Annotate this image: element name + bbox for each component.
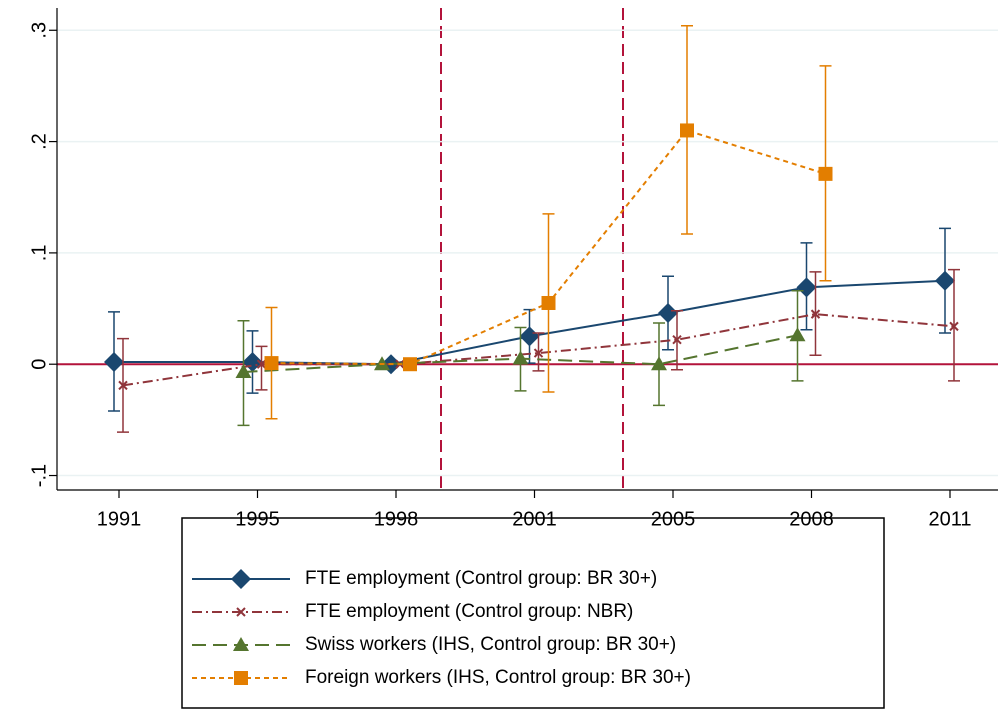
marker (403, 357, 417, 372)
marker (233, 637, 249, 651)
legend (181, 517, 885, 709)
marker (512, 350, 529, 365)
marker (519, 326, 540, 347)
x-tick-label: 1995 (235, 508, 280, 530)
marker (680, 123, 694, 138)
y-tick-label: -.1 (28, 464, 50, 487)
marker (672, 335, 682, 345)
marker (118, 380, 128, 391)
marker (935, 270, 955, 291)
marker (818, 166, 833, 181)
marker (541, 295, 556, 310)
marker (796, 277, 817, 298)
y-tick-label: 0 (28, 359, 50, 370)
marker (104, 351, 124, 372)
marker (810, 309, 821, 319)
x-tick-label: 2001 (512, 508, 557, 530)
y-tick-label: .3 (28, 22, 50, 39)
marker (234, 671, 248, 685)
marker (264, 356, 279, 371)
error-bar (255, 345, 268, 391)
x-tick-label: 2005 (651, 508, 696, 530)
marker (789, 327, 806, 342)
marker (658, 303, 678, 324)
legend-label: FTE employment (Control group: NBR) (305, 601, 633, 622)
x-tick-label: 2008 (789, 508, 834, 530)
x-tick-label: 2011 (928, 508, 971, 530)
y-tick-label: .2 (28, 133, 50, 150)
x-tick-label: 1998 (374, 508, 419, 530)
marker (236, 607, 246, 617)
legend-label: Foreign workers (IHS, Control group: BR … (305, 667, 691, 688)
legend-label: Swiss workers (IHS, Control group: BR 30… (305, 634, 676, 655)
marker (651, 356, 667, 371)
marker (533, 348, 544, 358)
y-tick-label: .1 (28, 245, 50, 262)
marker (235, 364, 252, 379)
marker (256, 359, 267, 369)
legend-label: FTE employment (Control group: BR 30+) (305, 568, 657, 589)
marker (949, 321, 959, 332)
marker (231, 569, 251, 589)
x-tick-label: 1991 (97, 508, 142, 530)
